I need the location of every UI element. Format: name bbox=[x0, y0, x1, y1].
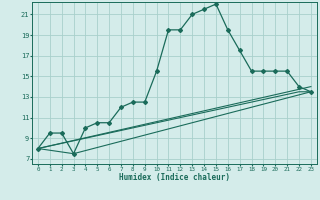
X-axis label: Humidex (Indice chaleur): Humidex (Indice chaleur) bbox=[119, 173, 230, 182]
